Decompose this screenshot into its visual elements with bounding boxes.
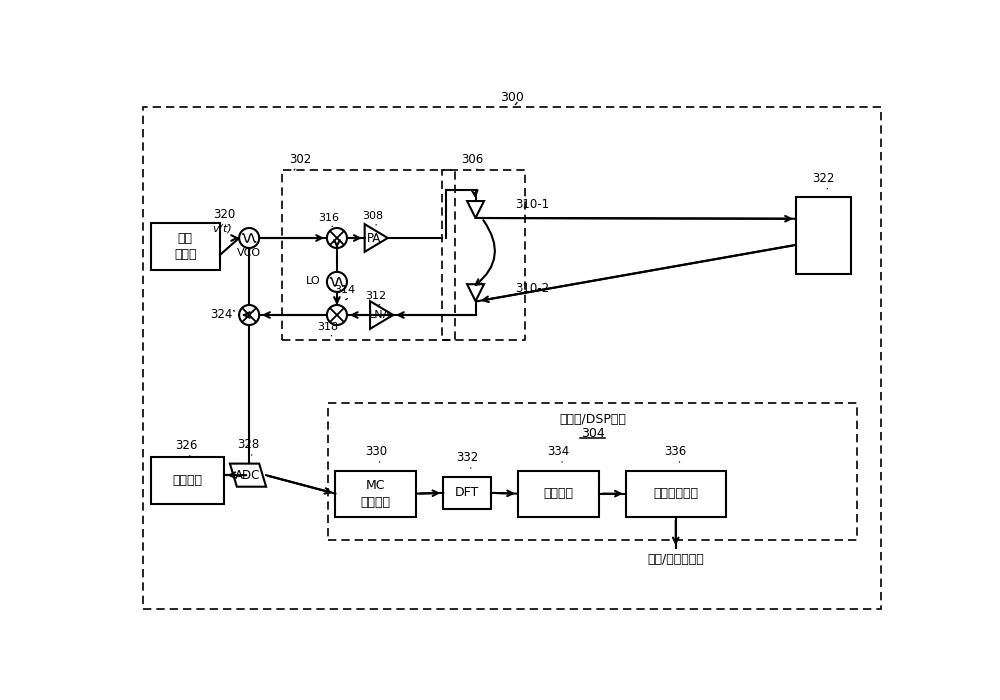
Text: LO: LO	[305, 276, 320, 286]
FancyBboxPatch shape	[518, 470, 599, 517]
Text: 310-2: 310-2	[516, 281, 550, 295]
Text: LNA: LNA	[369, 310, 391, 320]
Text: 322: 322	[812, 172, 835, 185]
Text: 318: 318	[317, 322, 338, 332]
Text: VCO: VCO	[237, 248, 261, 258]
Circle shape	[327, 305, 347, 325]
Text: 328: 328	[237, 438, 259, 452]
Text: 314: 314	[334, 285, 355, 295]
Text: 304: 304	[581, 427, 604, 440]
Polygon shape	[230, 463, 266, 486]
FancyBboxPatch shape	[796, 197, 851, 274]
Text: 330: 330	[365, 445, 387, 458]
Text: 320: 320	[213, 208, 236, 221]
Text: PA: PA	[367, 232, 381, 244]
FancyBboxPatch shape	[626, 470, 726, 517]
Text: 312: 312	[366, 291, 387, 301]
Circle shape	[327, 228, 347, 248]
Text: 332: 332	[456, 452, 478, 464]
Text: 308: 308	[362, 211, 383, 221]
Text: 316: 316	[318, 213, 339, 223]
Circle shape	[327, 272, 347, 292]
Circle shape	[239, 305, 259, 325]
Text: ADC: ADC	[235, 469, 261, 482]
Text: 处理器/DSP电路: 处理器/DSP电路	[559, 413, 626, 426]
FancyBboxPatch shape	[151, 223, 220, 270]
FancyBboxPatch shape	[443, 477, 491, 509]
Text: 阈値化和检测: 阈値化和检测	[653, 487, 698, 500]
Text: MC: MC	[366, 479, 386, 491]
Text: DFT: DFT	[455, 486, 479, 499]
Text: 334: 334	[547, 445, 569, 458]
Circle shape	[239, 228, 259, 248]
FancyBboxPatch shape	[151, 458, 224, 504]
Text: 310-1: 310-1	[516, 198, 550, 211]
Text: 斜坡: 斜坡	[178, 232, 193, 245]
Text: 300: 300	[501, 92, 524, 104]
Text: 基带电路: 基带电路	[172, 474, 202, 487]
Text: v(t): v(t)	[212, 224, 232, 234]
Text: 消除电路: 消除电路	[361, 496, 391, 509]
FancyBboxPatch shape	[335, 470, 416, 517]
Text: 306: 306	[461, 153, 484, 166]
Text: 326: 326	[175, 439, 197, 452]
Text: 人类/非人类分类: 人类/非人类分类	[647, 552, 704, 566]
Text: 336: 336	[665, 445, 687, 458]
Text: 发生器: 发生器	[174, 248, 197, 260]
Text: 302: 302	[289, 153, 311, 166]
Text: 噪声估计: 噪声估计	[543, 487, 573, 500]
Text: 324: 324	[210, 309, 232, 321]
